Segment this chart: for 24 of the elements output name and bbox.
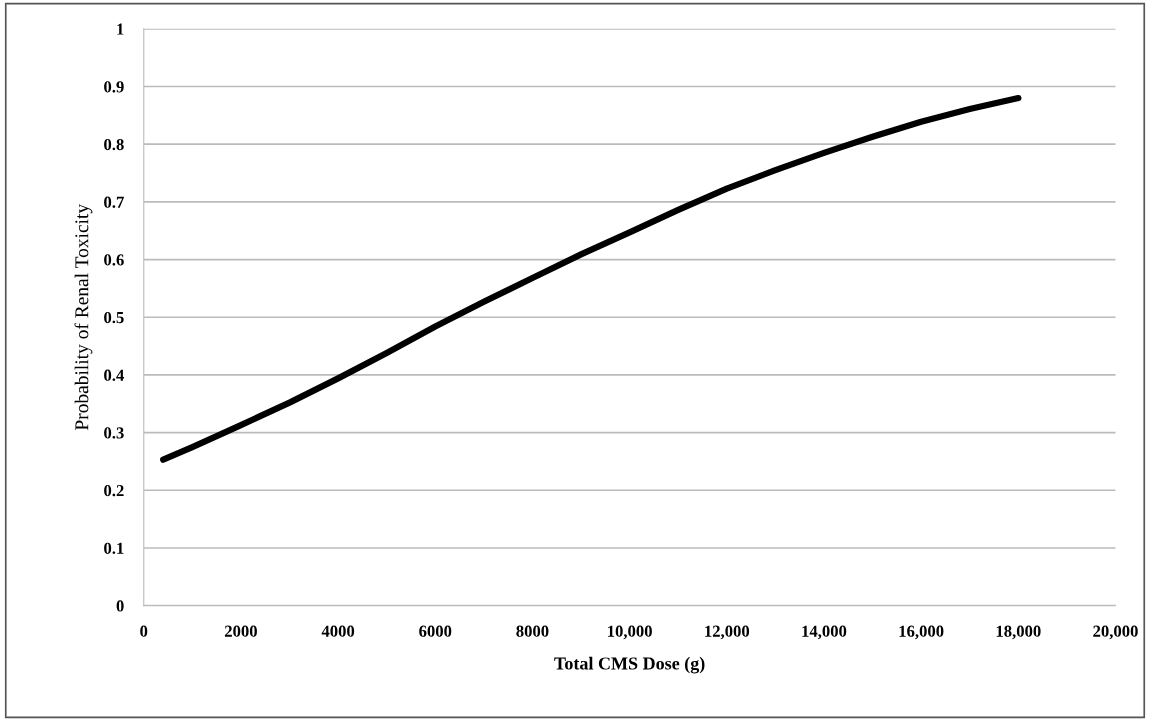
x-tick-label: 12,000	[705, 625, 750, 640]
x-tick-label: 8000	[516, 625, 549, 637]
x-tick-label: 20,000	[1093, 625, 1138, 640]
y-tick-label: 0.5	[104, 311, 124, 324]
y-tick-label: 0.2	[104, 484, 124, 497]
y-tick-label: 0.3	[104, 427, 124, 439]
x-tick-label: 14,000	[802, 625, 847, 640]
y-tick-label: 1	[117, 23, 124, 35]
x-tick-label: 18,000	[996, 625, 1041, 640]
y-tick-label: 0.4	[104, 369, 124, 381]
y-tick-label: 0.1	[104, 542, 124, 554]
y-tick-label: 0.9	[104, 81, 124, 93]
x-tick-label: 16,000	[899, 625, 944, 640]
x-tick-label: 6000	[419, 625, 452, 637]
x-tick-label: 0	[140, 625, 148, 637]
y-tick-label: 0	[116, 600, 124, 612]
y-tick-label: 0.8	[104, 138, 124, 151]
x-axis-title: Total CMS Dose (g)	[554, 656, 705, 674]
x-tick-label: 10,000	[608, 625, 652, 640]
x-tick-label: 4000	[321, 625, 355, 637]
y-tick-label: 0.6	[104, 254, 124, 266]
x-tick-label: 2000	[224, 625, 257, 637]
y-tick-label: 0.7	[104, 196, 124, 208]
y-axis-title: Probability of Renal Toxicity	[74, 203, 93, 431]
